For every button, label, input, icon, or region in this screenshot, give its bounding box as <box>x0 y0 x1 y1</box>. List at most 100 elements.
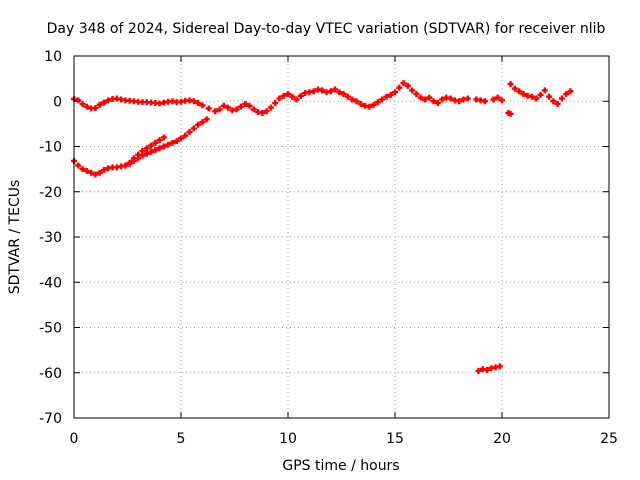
data-point <box>421 96 428 103</box>
data-point <box>139 148 146 155</box>
data-point <box>267 104 274 111</box>
data-point <box>79 100 86 107</box>
data-point <box>242 100 249 107</box>
data-point <box>79 166 86 173</box>
data-point <box>160 143 167 150</box>
y-tick-label: -60 <box>39 366 62 382</box>
data-point <box>88 169 95 176</box>
y-tick-label: -20 <box>39 185 62 201</box>
data-point <box>203 116 210 123</box>
data-point <box>546 93 553 100</box>
x-axis-label: GPS time / hours <box>282 458 399 474</box>
data-point <box>567 88 574 95</box>
data-point <box>143 145 150 152</box>
data-point <box>186 129 193 136</box>
data-point <box>246 102 253 109</box>
x-tick-label: 10 <box>279 431 297 447</box>
data-point <box>225 104 232 111</box>
data-point <box>165 141 172 148</box>
data-point <box>353 98 360 105</box>
data-point <box>143 150 150 157</box>
data-point <box>387 91 394 98</box>
data-point <box>169 139 176 146</box>
data-point <box>75 162 82 169</box>
data-point <box>332 86 339 93</box>
data-point <box>484 367 491 374</box>
y-tick-label: -50 <box>39 321 62 337</box>
data-point <box>494 94 501 101</box>
data-point <box>357 100 364 107</box>
data-point <box>366 103 373 110</box>
data-point <box>417 94 424 101</box>
data-point <box>383 93 390 100</box>
data-point <box>297 92 304 99</box>
data-point <box>533 95 540 102</box>
data-point <box>374 99 381 106</box>
data-point <box>379 96 386 103</box>
data-point <box>280 92 287 99</box>
data-point <box>516 88 523 95</box>
data-point <box>135 151 142 158</box>
data-point <box>475 367 482 374</box>
data-point <box>430 98 437 105</box>
data-point <box>563 91 570 98</box>
data-point <box>336 89 343 96</box>
y-tick-label: -40 <box>39 275 62 291</box>
data-point <box>152 147 159 154</box>
data-point <box>554 100 561 107</box>
data-point <box>293 96 300 103</box>
data-point <box>272 100 279 107</box>
data-point <box>349 96 356 103</box>
data-point <box>507 110 514 117</box>
data-point <box>92 171 99 178</box>
data-point <box>190 125 197 132</box>
data-point <box>156 145 163 152</box>
y-tick-label: -10 <box>39 140 62 156</box>
data-point <box>199 102 206 109</box>
data-point <box>92 105 99 112</box>
data-point <box>199 119 206 126</box>
series-outlier <box>475 363 503 374</box>
y-tick-label: 10 <box>44 49 62 65</box>
grid <box>74 56 609 418</box>
x-tick-label: 25 <box>600 431 618 447</box>
data-point <box>541 87 548 94</box>
data-point <box>319 87 326 94</box>
data-point <box>447 95 454 102</box>
data-point <box>126 159 133 166</box>
data-point <box>122 162 129 169</box>
data-point <box>195 121 202 128</box>
data-point <box>130 155 137 162</box>
data-point <box>276 95 283 102</box>
series-upper-branch <box>126 134 167 166</box>
data-point <box>439 96 446 103</box>
data-point <box>148 148 155 155</box>
data-point <box>160 134 167 141</box>
y-axis-label: SDTVAR / TECUs <box>7 180 23 295</box>
data-point <box>464 95 471 102</box>
data-point <box>409 87 416 94</box>
data-point <box>511 85 518 92</box>
data-point <box>400 80 407 87</box>
data-point <box>499 97 505 104</box>
y-tick-label: -30 <box>39 230 62 246</box>
x-tick-label: 0 <box>70 431 79 447</box>
data-point <box>490 96 497 103</box>
data-point <box>259 110 266 117</box>
data-point <box>96 101 103 108</box>
data-point <box>212 108 219 115</box>
data-point <box>152 139 159 146</box>
y-tick-label: 0 <box>53 94 62 110</box>
data-point <box>100 167 107 174</box>
data-point <box>237 103 244 110</box>
data-point <box>340 91 347 98</box>
data-point <box>496 363 503 370</box>
data-point <box>413 91 420 98</box>
data-point <box>220 102 227 109</box>
data-point <box>528 93 535 100</box>
data-point <box>310 88 317 95</box>
data-point <box>178 135 184 142</box>
data-point <box>190 98 197 105</box>
data-point <box>205 105 212 112</box>
